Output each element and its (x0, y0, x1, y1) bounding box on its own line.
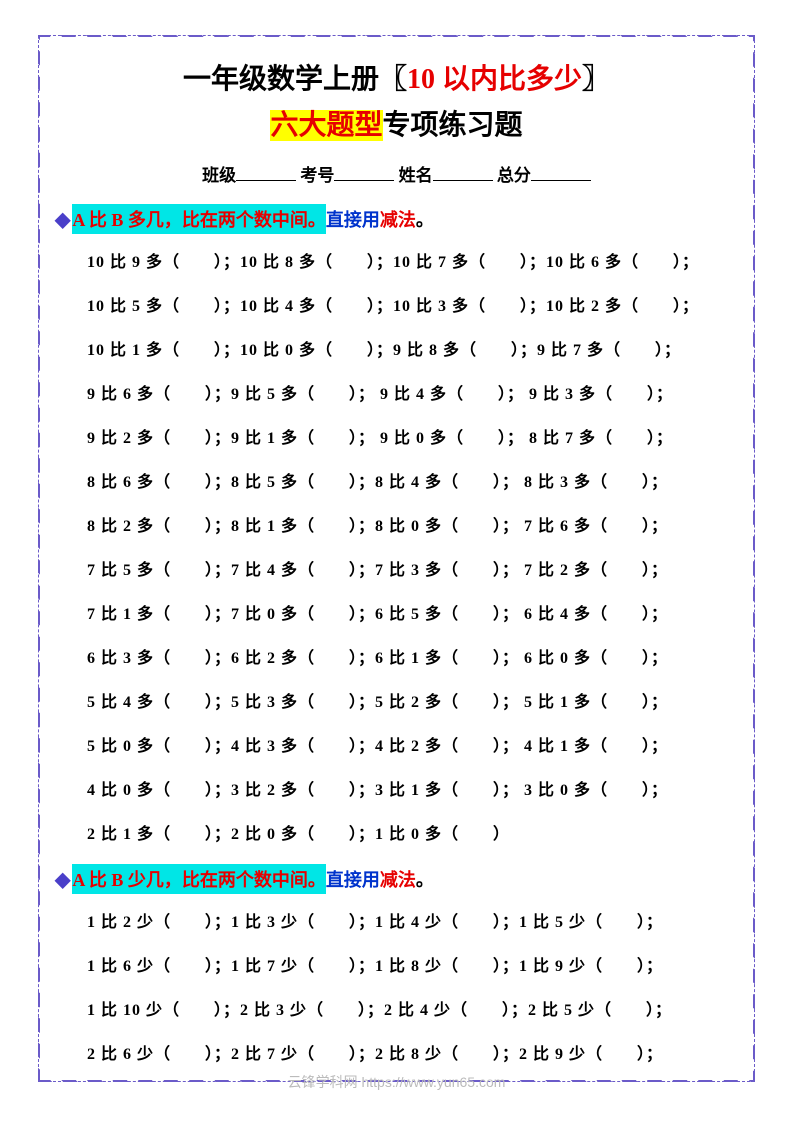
name-blank (433, 164, 493, 181)
problem-row: 1 比 6 少（ ）；1 比 7 少（ ）；1 比 8 少（ ）；1 比 9 少… (55, 952, 738, 976)
section2-header: ◆ A 比 B 少几，比在两个数中间。直接用减法。 (55, 864, 738, 894)
title-prefix: 一年级数学上册〖 (183, 64, 407, 95)
problem-row: 5 比 4 多（ ）；5 比 3 多（ ）；5 比 2 多（ ）； 5 比 1 … (55, 688, 738, 712)
diamond-icon: ◆ (55, 207, 70, 232)
problem-row: 7 比 5 多（ ）；7 比 4 多（ ）；7 比 3 多（ ）； 7 比 2 … (55, 556, 738, 580)
section1-problems: 10 比 9 多（ ）；10 比 8 多（ ）；10 比 7 多（ ）；10 比… (55, 248, 738, 844)
problem-row: 5 比 0 多（ ）；4 比 3 多（ ）；4 比 2 多（ ）； 4 比 1 … (55, 732, 738, 756)
name-label: 姓名 (399, 166, 433, 185)
problem-row: 2 比 1 多（ ）；2 比 0 多（ ）；1 比 0 多（ ） (55, 820, 738, 844)
class-blank (236, 164, 296, 181)
section1-op: 减法 (380, 206, 416, 232)
problem-row: 8 比 2 多（ ）；8 比 1 多（ ）；8 比 0 多（ ）； 7 比 6 … (55, 512, 738, 536)
problem-row: 10 比 1 多（ ）；10 比 0 多（ ）；9 比 8 多（ ）；9 比 7… (55, 336, 738, 360)
problem-row: 10 比 5 多（ ）；10 比 4 多（ ）；10 比 3 多（ ）；10 比… (55, 292, 738, 316)
section2-rule: A 比 B 少几，比在两个数中间。 (72, 864, 326, 894)
problem-row: 2 比 6 少（ ）；2 比 7 少（ ）；2 比 8 少（ ）；2 比 9 少… (55, 1040, 738, 1064)
title-suffix: 〗 (582, 64, 610, 95)
section2-method: 直接用 (326, 866, 380, 892)
problem-row: 4 比 0 多（ ）；3 比 2 多（ ）；3 比 1 多（ ）； 3 比 0 … (55, 776, 738, 800)
page-content: 一年级数学上册〖10 以内比多少〗 六大题型专项练习题 班级 考号 姓名 总分 … (55, 60, 738, 1084)
section1-method: 直接用 (326, 206, 380, 232)
student-info-line: 班级 考号 姓名 总分 (55, 161, 738, 186)
problem-row: 1 比 10 少（ ）；2 比 3 少（ ）；2 比 4 少（ ）；2 比 5 … (55, 996, 738, 1020)
watermark: 云锋学科网 https://www.yun65.com (288, 1072, 506, 1092)
problem-row: 1 比 2 少（ ）；1 比 3 少（ ）；1 比 4 少（ ）；1 比 5 少… (55, 908, 738, 932)
main-title: 一年级数学上册〖10 以内比多少〗 (55, 60, 738, 99)
problem-row: 6 比 3 多（ ）；6 比 2 多（ ）；6 比 1 多（ ）； 6 比 0 … (55, 644, 738, 668)
problem-row: 10 比 9 多（ ）；10 比 8 多（ ）；10 比 7 多（ ）；10 比… (55, 248, 738, 272)
exam-label: 考号 (300, 166, 334, 185)
subtitle-rest: 专项练习题 (383, 110, 523, 141)
title-highlight: 10 以内比多少 (407, 64, 582, 95)
score-label: 总分 (497, 166, 531, 185)
class-label: 班级 (202, 166, 236, 185)
subtitle: 六大题型专项练习题 (55, 103, 738, 143)
section2-problems: 1 比 2 少（ ）；1 比 3 少（ ）；1 比 4 少（ ）；1 比 5 少… (55, 908, 738, 1064)
section2-period: 。 (416, 866, 434, 892)
problem-row: 9 比 6 多（ ）；9 比 5 多（ ）； 9 比 4 多（ ）； 9 比 3… (55, 380, 738, 404)
score-blank (531, 164, 591, 181)
subtitle-highlight: 六大题型 (270, 110, 382, 141)
section2-op: 减法 (380, 866, 416, 892)
section1-rule: A 比 B 多几，比在两个数中间。 (72, 204, 326, 234)
problem-row: 7 比 1 多（ ）；7 比 0 多（ ）；6 比 5 多（ ）； 6 比 4 … (55, 600, 738, 624)
problem-row: 8 比 6 多（ ）；8 比 5 多（ ）；8 比 4 多（ ）； 8 比 3 … (55, 468, 738, 492)
section1-header: ◆ A 比 B 多几，比在两个数中间。直接用减法。 (55, 204, 738, 234)
exam-blank (334, 164, 394, 181)
section1-period: 。 (416, 206, 434, 232)
diamond-icon: ◆ (55, 867, 70, 892)
problem-row: 9 比 2 多（ ）；9 比 1 多（ ）； 9 比 0 多（ ）； 8 比 7… (55, 424, 738, 448)
